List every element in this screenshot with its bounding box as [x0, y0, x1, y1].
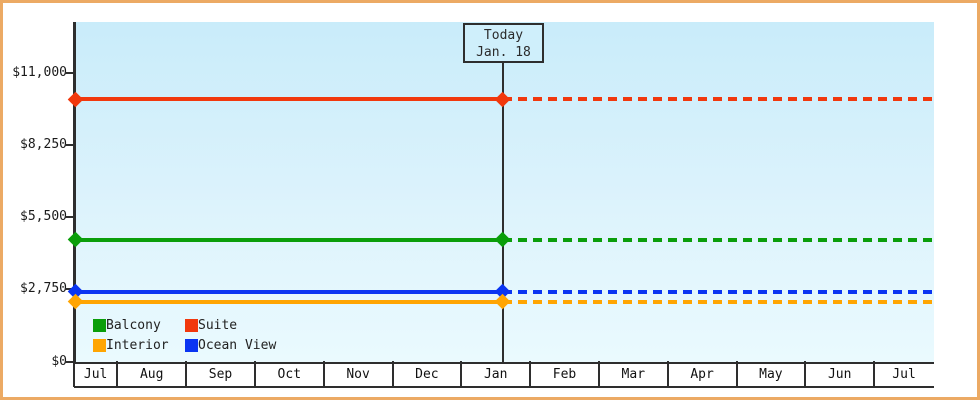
month-label: Aug [139, 367, 164, 382]
legend-item-interior: Interior [93, 337, 185, 353]
y-axis-label: $0 [51, 353, 67, 369]
y-axis-label: $5,500 [20, 209, 67, 225]
month-cell-separator [597, 361, 600, 387]
legend-swatch-icon [93, 338, 106, 352]
month-label: Mar [621, 367, 646, 382]
month-cell-separator [116, 361, 119, 387]
legend-item-ocean-view: Ocean View [185, 337, 277, 353]
y-axis-line [73, 22, 76, 364]
y-axis-tick [65, 72, 74, 74]
y-axis-tick [65, 144, 74, 147]
month-label: May [759, 367, 783, 382]
legend-swatch-icon [185, 318, 198, 332]
month-cell-separator [185, 361, 188, 387]
legend-item-suite: Suite [185, 317, 238, 333]
today-vertical-line [501, 61, 504, 363]
month-label: Dec [415, 367, 439, 382]
month-label: Feb [552, 367, 577, 382]
series-line-solid-suite [74, 97, 503, 102]
today-marker-box: Today Jan. 18 [463, 23, 544, 63]
legend-label: Balcony [106, 317, 161, 333]
y-axis-tick [65, 360, 74, 363]
y-axis-label: $2,750 [20, 281, 67, 297]
series-line-dashed-ocean-view [502, 289, 934, 294]
y-axis-label: $11,000 [12, 65, 67, 80]
month-label: Oct [277, 367, 302, 382]
month-band-top-line [74, 361, 934, 364]
series-line-dashed-suite [502, 97, 934, 102]
month-label: Jan [483, 367, 508, 382]
series-line-dashed-interior [502, 299, 934, 304]
month-cell-separator [253, 361, 256, 387]
month-cell-separator [322, 361, 325, 387]
month-label: Apr [690, 367, 714, 382]
legend-swatch-icon [93, 318, 106, 332]
today-marker-date: Jan. 18 [476, 45, 531, 60]
legend: Balcony Suite Interior Ocean View [93, 315, 276, 355]
y-axis-tick [65, 216, 74, 219]
legend-label: Suite [198, 317, 238, 333]
month-label: Sep [208, 367, 233, 382]
series-line-solid-ocean-view [74, 289, 503, 294]
month-cell-separator [529, 361, 532, 387]
plot-area [74, 22, 934, 362]
month-cell-separator [735, 361, 738, 387]
legend-item-balcony: Balcony [93, 317, 185, 333]
series-line-solid-balcony [74, 237, 503, 242]
y-axis-label: $8,250 [20, 137, 67, 153]
month-cell-separator [804, 361, 807, 387]
legend-label: Interior [106, 337, 169, 353]
month-cell-separator [666, 361, 669, 387]
series-line-solid-interior [74, 299, 503, 304]
month-cell-separator [460, 361, 463, 387]
legend-swatch-icon [185, 338, 198, 352]
legend-row: Balcony Suite [93, 315, 276, 335]
legend-label: Ocean View [198, 337, 277, 353]
month-band-bottom-line [74, 385, 934, 388]
month-cell-separator [873, 361, 876, 387]
series-line-dashed-balcony [502, 237, 934, 242]
month-label: Jul [83, 367, 108, 382]
legend-row: Interior Ocean View [93, 335, 276, 355]
month-cell-separator [73, 361, 75, 387]
month-label: Jul [892, 367, 916, 382]
today-marker-title: Today [483, 28, 524, 43]
month-label: Jun [827, 367, 852, 382]
month-label: Nov [346, 367, 370, 382]
month-cell-separator [391, 361, 394, 387]
